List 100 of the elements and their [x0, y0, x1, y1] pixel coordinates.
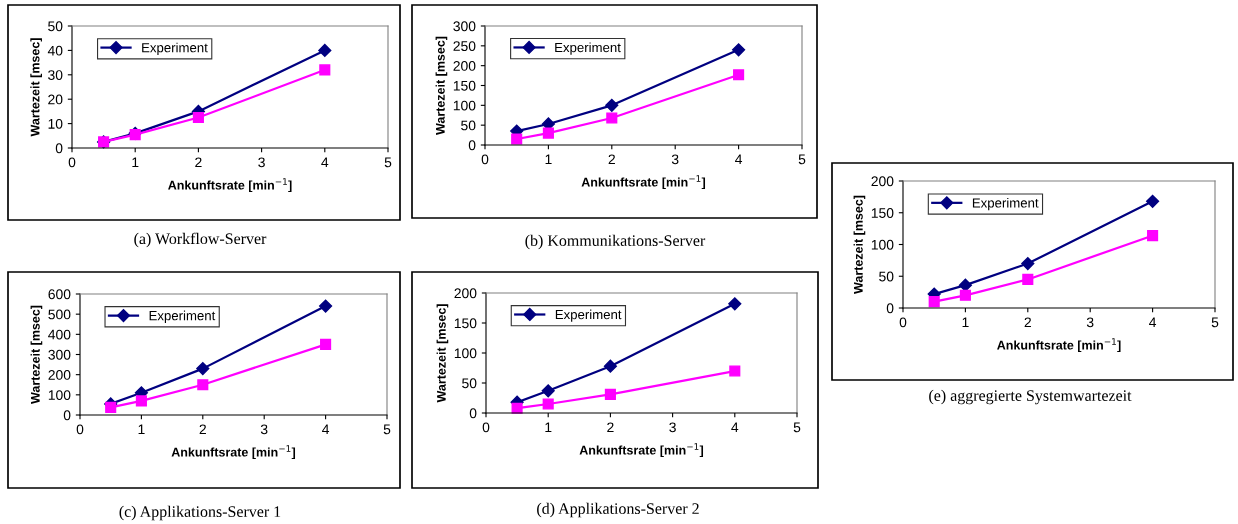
point — [192, 111, 204, 124]
y-axis-title: Wartezeit [msec] — [853, 195, 866, 294]
y-tick-label: 200 — [453, 61, 476, 71]
x-tick-label: 0 — [899, 317, 907, 328]
point — [319, 64, 331, 76]
y-tick-label: 30 — [48, 70, 63, 80]
x-tick-label: 3 — [671, 154, 679, 165]
y-tick-label: 50 — [48, 21, 63, 32]
text: (d) Applikations-Server 2 — [537, 502, 699, 518]
y-tick-label: 50 — [462, 378, 477, 389]
x-tick-label: 4 — [731, 422, 739, 433]
x-tick-label: 2 — [607, 422, 614, 433]
x-axis-title: Ankunftsrate [min$^{−1}$] — [168, 178, 292, 193]
y-tick-label: 200 — [48, 370, 71, 380]
point — [320, 338, 332, 350]
point — [1146, 194, 1160, 208]
y-tick-label: 0 — [886, 303, 894, 314]
point — [959, 289, 971, 301]
y-axis-title: Wartezeit [msec] — [436, 304, 449, 403]
point — [605, 98, 619, 112]
y-tick-label: 0 — [63, 410, 71, 421]
y-tick-label: 20 — [48, 94, 63, 105]
x-tick-label: 0 — [482, 422, 490, 433]
x-tick-label: 4 — [321, 157, 329, 168]
x-tick-label: 2 — [1024, 317, 1031, 328]
x-tick-label: 2 — [199, 424, 206, 435]
x-tick-label: 1 — [138, 424, 145, 435]
y-tick-label: 250 — [453, 41, 476, 51]
y-tick-label: 200 — [871, 176, 894, 187]
y-tick-label: 400 — [48, 329, 71, 340]
y-tick-label: 100 — [453, 100, 476, 111]
y-tick-label: 10 — [48, 118, 63, 129]
legend-label: Experiment — [142, 42, 208, 55]
x-axis-title: Ankunftsrate [min$^{−1}$] — [171, 445, 296, 460]
point — [541, 384, 555, 398]
y-tick-label: 100 — [48, 390, 71, 400]
legend-label: Experiment — [149, 310, 216, 323]
x-tick-label: 3 — [1086, 317, 1094, 328]
point — [197, 379, 209, 391]
point — [1021, 256, 1035, 271]
y-tick-label: 50 — [461, 120, 476, 131]
y-tick-label: 100 — [871, 239, 894, 250]
point — [542, 127, 554, 139]
y-tick-label: 150 — [453, 80, 476, 91]
y-axis-title: Wartezeit [msec] — [30, 305, 43, 404]
point — [319, 299, 333, 313]
y-tick-label: 200 — [454, 288, 477, 299]
text: (b) Kommunikations-Server — [525, 234, 706, 250]
text: (a) Workflow-Server — [134, 232, 267, 248]
x-tick-label: 1 — [962, 317, 969, 328]
x-tick-label: 5 — [1211, 317, 1219, 328]
y-tick-label: 100 — [454, 348, 477, 359]
x-tick-label: 2 — [195, 157, 202, 168]
x-tick-label: 4 — [735, 154, 743, 165]
point — [729, 365, 741, 377]
point — [196, 362, 210, 376]
point — [606, 112, 618, 124]
x-tick-label: 1 — [545, 422, 552, 433]
x-tick-label: 1 — [132, 157, 139, 168]
x-tick-label: 3 — [260, 424, 268, 435]
y-axis-title: Wartezeit [msec] — [30, 38, 42, 137]
y-axis-title: Wartezeit [msec] — [435, 36, 448, 135]
point — [733, 69, 745, 81]
point — [105, 401, 117, 413]
x-axis-title: Ankunftsrate [min$^{−1}$] — [997, 338, 1121, 353]
y-tick-label: 300 — [453, 21, 476, 32]
x-tick-label: 5 — [384, 157, 392, 168]
point — [542, 398, 554, 410]
point — [604, 388, 616, 400]
point — [732, 43, 746, 57]
x-axis-title: Ankunftsrate [min$^{−1}$] — [581, 175, 706, 190]
text: (e) aggregierte Systemwartezeit — [929, 389, 1132, 405]
x-tick-label: 3 — [669, 422, 676, 433]
y-tick-label: 150 — [871, 208, 894, 218]
y-tick-label: 500 — [48, 309, 71, 320]
point — [728, 297, 742, 311]
point — [318, 43, 332, 57]
x-tick-label: 0 — [481, 154, 489, 165]
y-tick-label: 0 — [55, 143, 63, 154]
x-tick-label: 1 — [545, 154, 552, 165]
point — [511, 133, 523, 145]
x-tick-label: 5 — [798, 154, 806, 165]
y-tick-label: 600 — [48, 289, 71, 300]
point — [958, 278, 972, 292]
x-tick-label: 0 — [76, 424, 84, 435]
x-tick-label: 5 — [383, 424, 391, 435]
text: (c) Applikations-Server 1 — [119, 505, 281, 521]
x-tick-label: 4 — [1149, 317, 1157, 328]
point — [135, 395, 147, 407]
x-tick-label: 5 — [793, 422, 801, 433]
y-tick-label: 300 — [48, 349, 71, 360]
y-tick-label: 50 — [879, 271, 894, 282]
y-tick-label: 0 — [469, 408, 477, 419]
legend-label: Experiment — [555, 309, 622, 322]
y-tick-label: 150 — [454, 318, 477, 329]
x-axis-title: Ankunftsrate [min$^{−1}$] — [579, 443, 704, 458]
point — [1022, 273, 1034, 285]
x-tick-label: 2 — [608, 154, 615, 165]
x-tick-label: 3 — [258, 157, 265, 168]
point — [603, 359, 617, 373]
